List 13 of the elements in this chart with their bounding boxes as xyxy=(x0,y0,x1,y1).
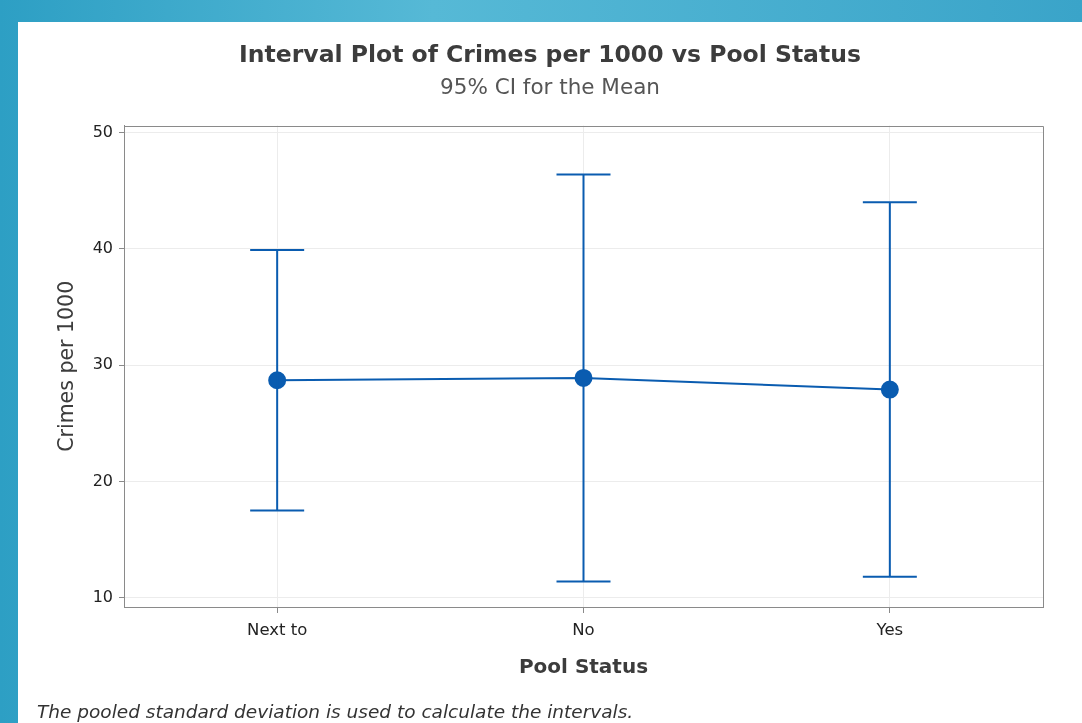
y-tick-label: 50 xyxy=(92,121,113,141)
x-tick-label: Next to xyxy=(247,620,308,640)
x-axis-title: Pool Status xyxy=(518,654,649,679)
chart-title: Interval Plot of Crimes per 1000 vs Pool Status xyxy=(238,39,862,69)
y-tick-label: 10 xyxy=(92,586,113,606)
text: The pooled standard deviation is used to calculate the intervals. xyxy=(37,701,634,723)
y-tick-label: 20 xyxy=(92,470,113,490)
y-axis-title: Crimes per 1000 xyxy=(53,280,78,452)
y-tick-label: 30 xyxy=(92,354,113,374)
x-tick-label: No xyxy=(572,620,595,640)
y-tick-label: 40 xyxy=(92,238,113,258)
chart-subtitle: 95% CI for the Mean xyxy=(439,74,661,100)
x-tick-label: Yes xyxy=(875,620,904,640)
